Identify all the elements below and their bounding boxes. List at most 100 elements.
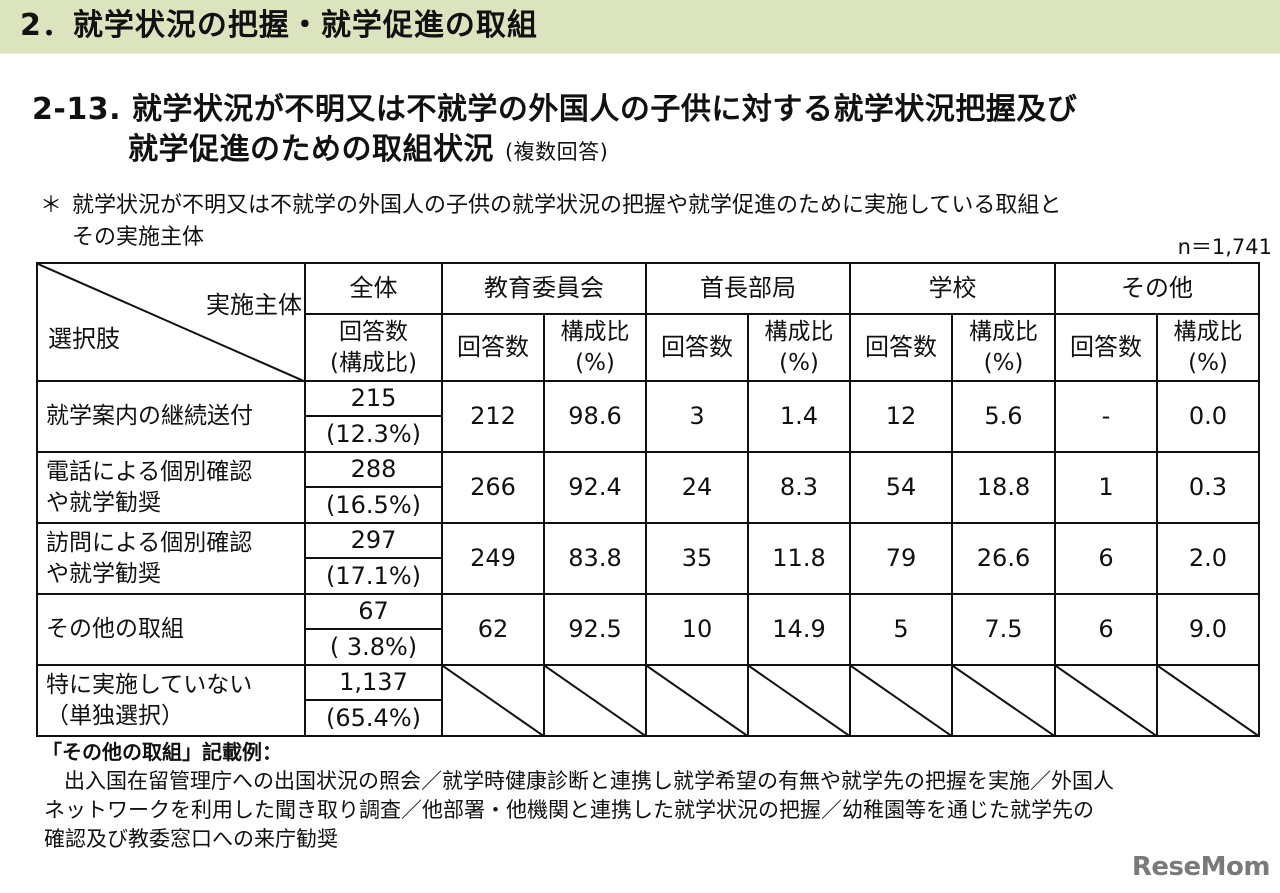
total-percent: (65.4%) [304, 699, 443, 737]
cell-other-ratio: 9.0 [1156, 593, 1260, 666]
diagonal-slash-icon [749, 666, 851, 737]
ratio-header-line1: 構成比 [1173, 318, 1243, 345]
corner-header-cell: 実施主体 選択肢 [36, 262, 306, 382]
row-label: 電話による個別確認 や就学勧奨 [36, 451, 306, 524]
cell-board-count: 62 [441, 593, 545, 666]
diagonal-slash-icon [1158, 666, 1260, 737]
note: ＊ 就学状況が不明又は不就学の外国人の子供の就学状況の把握や就学促進のために実施し… [40, 190, 1260, 254]
empty-cell [645, 664, 749, 737]
cell-mayor-count: 3 [645, 380, 749, 453]
total-percent: (12.3%) [304, 415, 443, 453]
total-count: 1,137 [304, 664, 443, 701]
cell-school-count: 5 [849, 593, 953, 666]
group-header-other: その他 [1054, 262, 1260, 315]
ratio-header-line1: 構成比 [560, 318, 630, 345]
header-title: 2．就学状況の把握・就学促進の取組 [20, 8, 538, 43]
diagonal-slash-icon [851, 666, 953, 737]
ratio-header-line2: (%) [1188, 349, 1228, 376]
group-header-mayor: 首長部局 [645, 262, 851, 315]
section-title-sub: (複数回答) [504, 140, 609, 164]
ratio-header: 構成比 (%) [543, 313, 647, 382]
examples-title: 「その他の取組」記載例： [42, 740, 282, 764]
total-count: 297 [304, 522, 443, 559]
group-header-overall: 全体 [304, 262, 443, 315]
empty-cell [543, 664, 647, 737]
cell-school-count: 54 [849, 451, 953, 524]
count-header: 回答数 [645, 313, 749, 382]
empty-cell [1156, 664, 1260, 737]
cell-board-ratio: 92.4 [543, 451, 647, 524]
ratio-header-line1: 構成比 [764, 318, 834, 345]
row-label-line2: や就学勧奨 [46, 489, 161, 516]
overall-sub-header: 回答数 (構成比) [304, 313, 443, 382]
cell-other-count: - [1054, 380, 1158, 453]
examples-line1: 出入国在留管理庁への出国状況の照会／就学時健康診断と連携し就学希望の有無や就学先… [64, 769, 1114, 793]
row-label-line1: 訪問による個別確認 [46, 529, 253, 556]
group-header-school: 学校 [849, 262, 1056, 315]
row-label-line1: 電話による個別確認 [46, 458, 253, 485]
table-row: 電話による個別確認 や就学勧奨 288 266 92.4 24 8.3 54 18… [36, 451, 1260, 524]
row-label-line1: 就学案内の継続送付 [46, 403, 253, 429]
overall-sub-header-line1: 回答数 [339, 318, 408, 345]
table-row: 就学案内の継続送付 215 212 98.6 3 1.4 12 5.6 - 0.… [36, 380, 1260, 453]
cell-mayor-count: 10 [645, 593, 749, 666]
ratio-header-line2: (%) [983, 349, 1024, 376]
diagonal-line-icon [38, 264, 306, 382]
ratio-header: 構成比 (%) [1156, 313, 1260, 382]
corner-top-label: 実施主体 [206, 291, 302, 319]
diagonal-slash-icon [647, 666, 749, 737]
cell-school-ratio: 5.6 [951, 380, 1056, 453]
cell-mayor-ratio: 14.9 [747, 593, 851, 666]
diagonal-slash-icon [443, 666, 545, 737]
cell-school-count: 12 [849, 380, 953, 453]
group-header-board: 教育委員会 [441, 262, 647, 315]
cell-board-count: 212 [441, 380, 545, 453]
cell-school-ratio: 18.8 [951, 451, 1056, 524]
total-percent: (16.5%) [304, 486, 443, 524]
row-label-line2: （単独選択） [46, 702, 184, 729]
asterisk-icon: ＊ [40, 193, 63, 218]
cell-mayor-ratio: 8.3 [747, 451, 851, 524]
data-table: 実施主体 選択肢 全体 教育委員会 首長部局 学校 その他 回答数 (構成比) 回… [36, 262, 1260, 737]
table-row: 訪問による個別確認 や就学勧奨 297 249 83.8 35 11.8 79 2… [36, 522, 1260, 595]
empty-cell [849, 664, 953, 737]
table-row: 特に実施していない （単独選択） 1,137 [36, 664, 1260, 737]
cell-other-ratio: 0.3 [1156, 451, 1260, 524]
header-bar: 2．就学状況の把握・就学促進の取組 [0, 0, 1280, 54]
diagonal-slash-icon [545, 666, 647, 737]
cell-board-count: 249 [441, 522, 545, 595]
count-header: 回答数 [1054, 313, 1158, 382]
total-percent: ( 3.8%) [304, 628, 443, 666]
cell-school-ratio: 26.6 [951, 522, 1056, 595]
row-label: 就学案内の継続送付 [36, 380, 306, 453]
ratio-header-line2: (%) [779, 349, 819, 376]
cell-other-count: 1 [1054, 451, 1158, 524]
examples-body: 出入国在留管理庁への出国状況の照会／就学時健康診断と連携し就学希望の有無や就学先… [42, 767, 1262, 854]
total-count: 288 [304, 451, 443, 488]
total-count: 67 [304, 593, 443, 630]
cell-board-ratio: 92.5 [543, 593, 647, 666]
cell-board-ratio: 83.8 [543, 522, 647, 595]
examples-line2: ネットワークを利用した聞き取り調査／他部署・他機関と連携した就学状況の把握／幼稚… [44, 798, 1094, 822]
corner-bottom-label: 選択肢 [48, 325, 120, 353]
section-title-line1: 2-13. 就学状況が不明又は不就学の外国人の子供に対する就学状況把握及び [32, 92, 1078, 127]
cell-mayor-count: 35 [645, 522, 749, 595]
section-title: 2-13. 就学状況が不明又は不就学の外国人の子供に対する就学状況把握及び 就学… [32, 90, 1077, 172]
cell-board-ratio: 98.6 [543, 380, 647, 453]
sample-size: n＝1,741 [1177, 235, 1272, 259]
total-count: 215 [304, 380, 443, 417]
section-title-line2-wrap: 就学促進のための取組状況 (複数回答) [32, 130, 1077, 172]
count-header: 回答数 [849, 313, 953, 382]
examples-section: 「その他の取組」記載例： 出入国在留管理庁への出国状況の照会／就学時健康診断と連… [42, 738, 1262, 854]
cell-other-count: 6 [1054, 593, 1158, 666]
overall-sub-header-line2: (構成比) [330, 349, 417, 376]
diagonal-slash-icon [1056, 666, 1158, 737]
ratio-header-line2: (%) [575, 349, 615, 376]
ratio-header: 構成比 (%) [747, 313, 851, 382]
cell-school-ratio: 7.5 [951, 593, 1056, 666]
cell-mayor-ratio: 11.8 [747, 522, 851, 595]
section-title-line2: 就学促進のための取組状況 [128, 132, 494, 167]
table-row: その他の取組 67 62 92.5 10 14.9 5 7.5 6 9.0 [36, 593, 1260, 666]
note-line2: その実施主体 [72, 225, 205, 250]
row-label: 訪問による個別確認 や就学勧奨 [36, 522, 306, 595]
